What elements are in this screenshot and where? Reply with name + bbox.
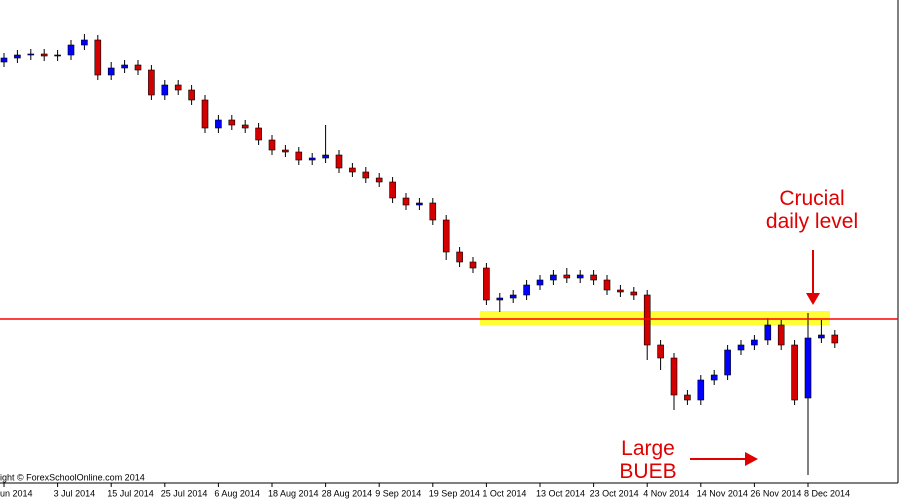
candle-body: [818, 334, 825, 339]
candle-body: [389, 181, 396, 199]
candle-body: [697, 379, 705, 401]
candle-body: [295, 151, 303, 161]
candle-body: [174, 84, 182, 91]
annotation: daily level: [766, 210, 858, 233]
candle-body: [402, 197, 410, 206]
x-tick-label: 13 Oct 2014: [536, 488, 585, 498]
x-tick-label: 18 Aug 2014: [268, 488, 319, 498]
candle-body: [308, 157, 316, 161]
annotation: BUEB: [619, 460, 676, 483]
x-tick-label: 1 Oct 2014: [482, 488, 526, 498]
candle-body: [362, 171, 370, 179]
x-tick-label: 3 Jul 2014: [54, 488, 96, 498]
candle-body: [509, 294, 517, 299]
candle-body: [107, 67, 115, 76]
x-tick-label: 6 Aug 2014: [214, 488, 260, 498]
copyright: ight © ForexSchoolOnline.com 2014: [0, 472, 145, 482]
candle-body: [563, 274, 571, 279]
candle-body: [737, 344, 745, 351]
candle-body: [630, 291, 638, 296]
candle-body: [134, 64, 142, 71]
candle-body: [255, 127, 262, 141]
candle-body: [777, 324, 785, 346]
candle-body: [429, 202, 437, 221]
candle-body: [322, 154, 329, 159]
candle-body: [550, 274, 557, 281]
candle-body: [496, 297, 504, 301]
candle-body: [241, 124, 249, 129]
plot: un 2014 3 Jul 2014 15 Jul 2014 25 Jul 2014 6…: [0, 34, 898, 498]
candle-body: [684, 394, 691, 401]
candle-body: [161, 84, 169, 96]
candle-body: [228, 119, 236, 126]
candle-body: [148, 69, 155, 96]
candle-body: [121, 64, 128, 69]
candle-body: [831, 334, 839, 344]
candle-body: [201, 99, 209, 129]
candle-body: [94, 39, 102, 76]
x-tick-label: 28 Aug 2014: [322, 488, 373, 498]
x-tick-label: 9 Sep 2014: [375, 488, 421, 498]
arrow-head: [745, 452, 758, 466]
candle-body: [523, 284, 530, 296]
candle-body: [617, 289, 624, 293]
candle-body: [590, 274, 597, 281]
candle-body: [335, 154, 343, 169]
x-tick-label: 19 Sep 2014: [429, 488, 480, 498]
x-tick-label: 23 Oct 2014: [590, 488, 639, 498]
candle-body: [349, 167, 356, 173]
candle-body: [710, 374, 718, 381]
candle-body: [456, 251, 463, 263]
candle-body: [81, 39, 88, 46]
arrow-head: [806, 293, 820, 305]
candle-body: [751, 339, 758, 346]
candle-body: [0, 57, 8, 63]
candle-body: [375, 177, 383, 183]
candle-body: [14, 54, 21, 59]
candle-body: [603, 279, 611, 291]
candle-body: [657, 344, 664, 359]
zone: [480, 311, 830, 325]
candle-body: [54, 54, 61, 57]
x-tick-label: 25 Jul 2014: [161, 488, 208, 498]
candle-body: [27, 53, 35, 56]
x-tick-label: 15 Jul 2014: [107, 488, 154, 498]
candle-body: [536, 279, 544, 286]
candle-body: [416, 202, 423, 206]
annotation: Crucial: [779, 187, 844, 210]
annotation: Large: [621, 437, 675, 460]
candle-body: [469, 261, 477, 269]
candle-body: [804, 337, 812, 399]
candle-body: [670, 357, 678, 396]
candle-body: [268, 139, 276, 151]
candle-body: [724, 349, 731, 376]
candle-body: [188, 89, 195, 101]
candle-body: [282, 149, 289, 153]
candle-body: [40, 53, 48, 57]
candle-body: [791, 344, 798, 401]
x-tick-label: un 2014: [0, 488, 33, 498]
x-tick-label: 14 Nov 2014: [697, 488, 748, 498]
candle-body: [442, 219, 450, 253]
candle-body: [764, 324, 772, 341]
candle-body: [643, 294, 651, 346]
candle-body: [576, 274, 584, 279]
x-tick-label: 8 Dec 2014: [804, 488, 850, 498]
candle-body: [67, 44, 75, 56]
candle-body: [483, 267, 490, 301]
candle-body: [215, 119, 222, 129]
x-tick-label: 4 Nov 2014: [643, 488, 689, 498]
x-tick-label: 26 Nov 2014: [750, 488, 801, 498]
